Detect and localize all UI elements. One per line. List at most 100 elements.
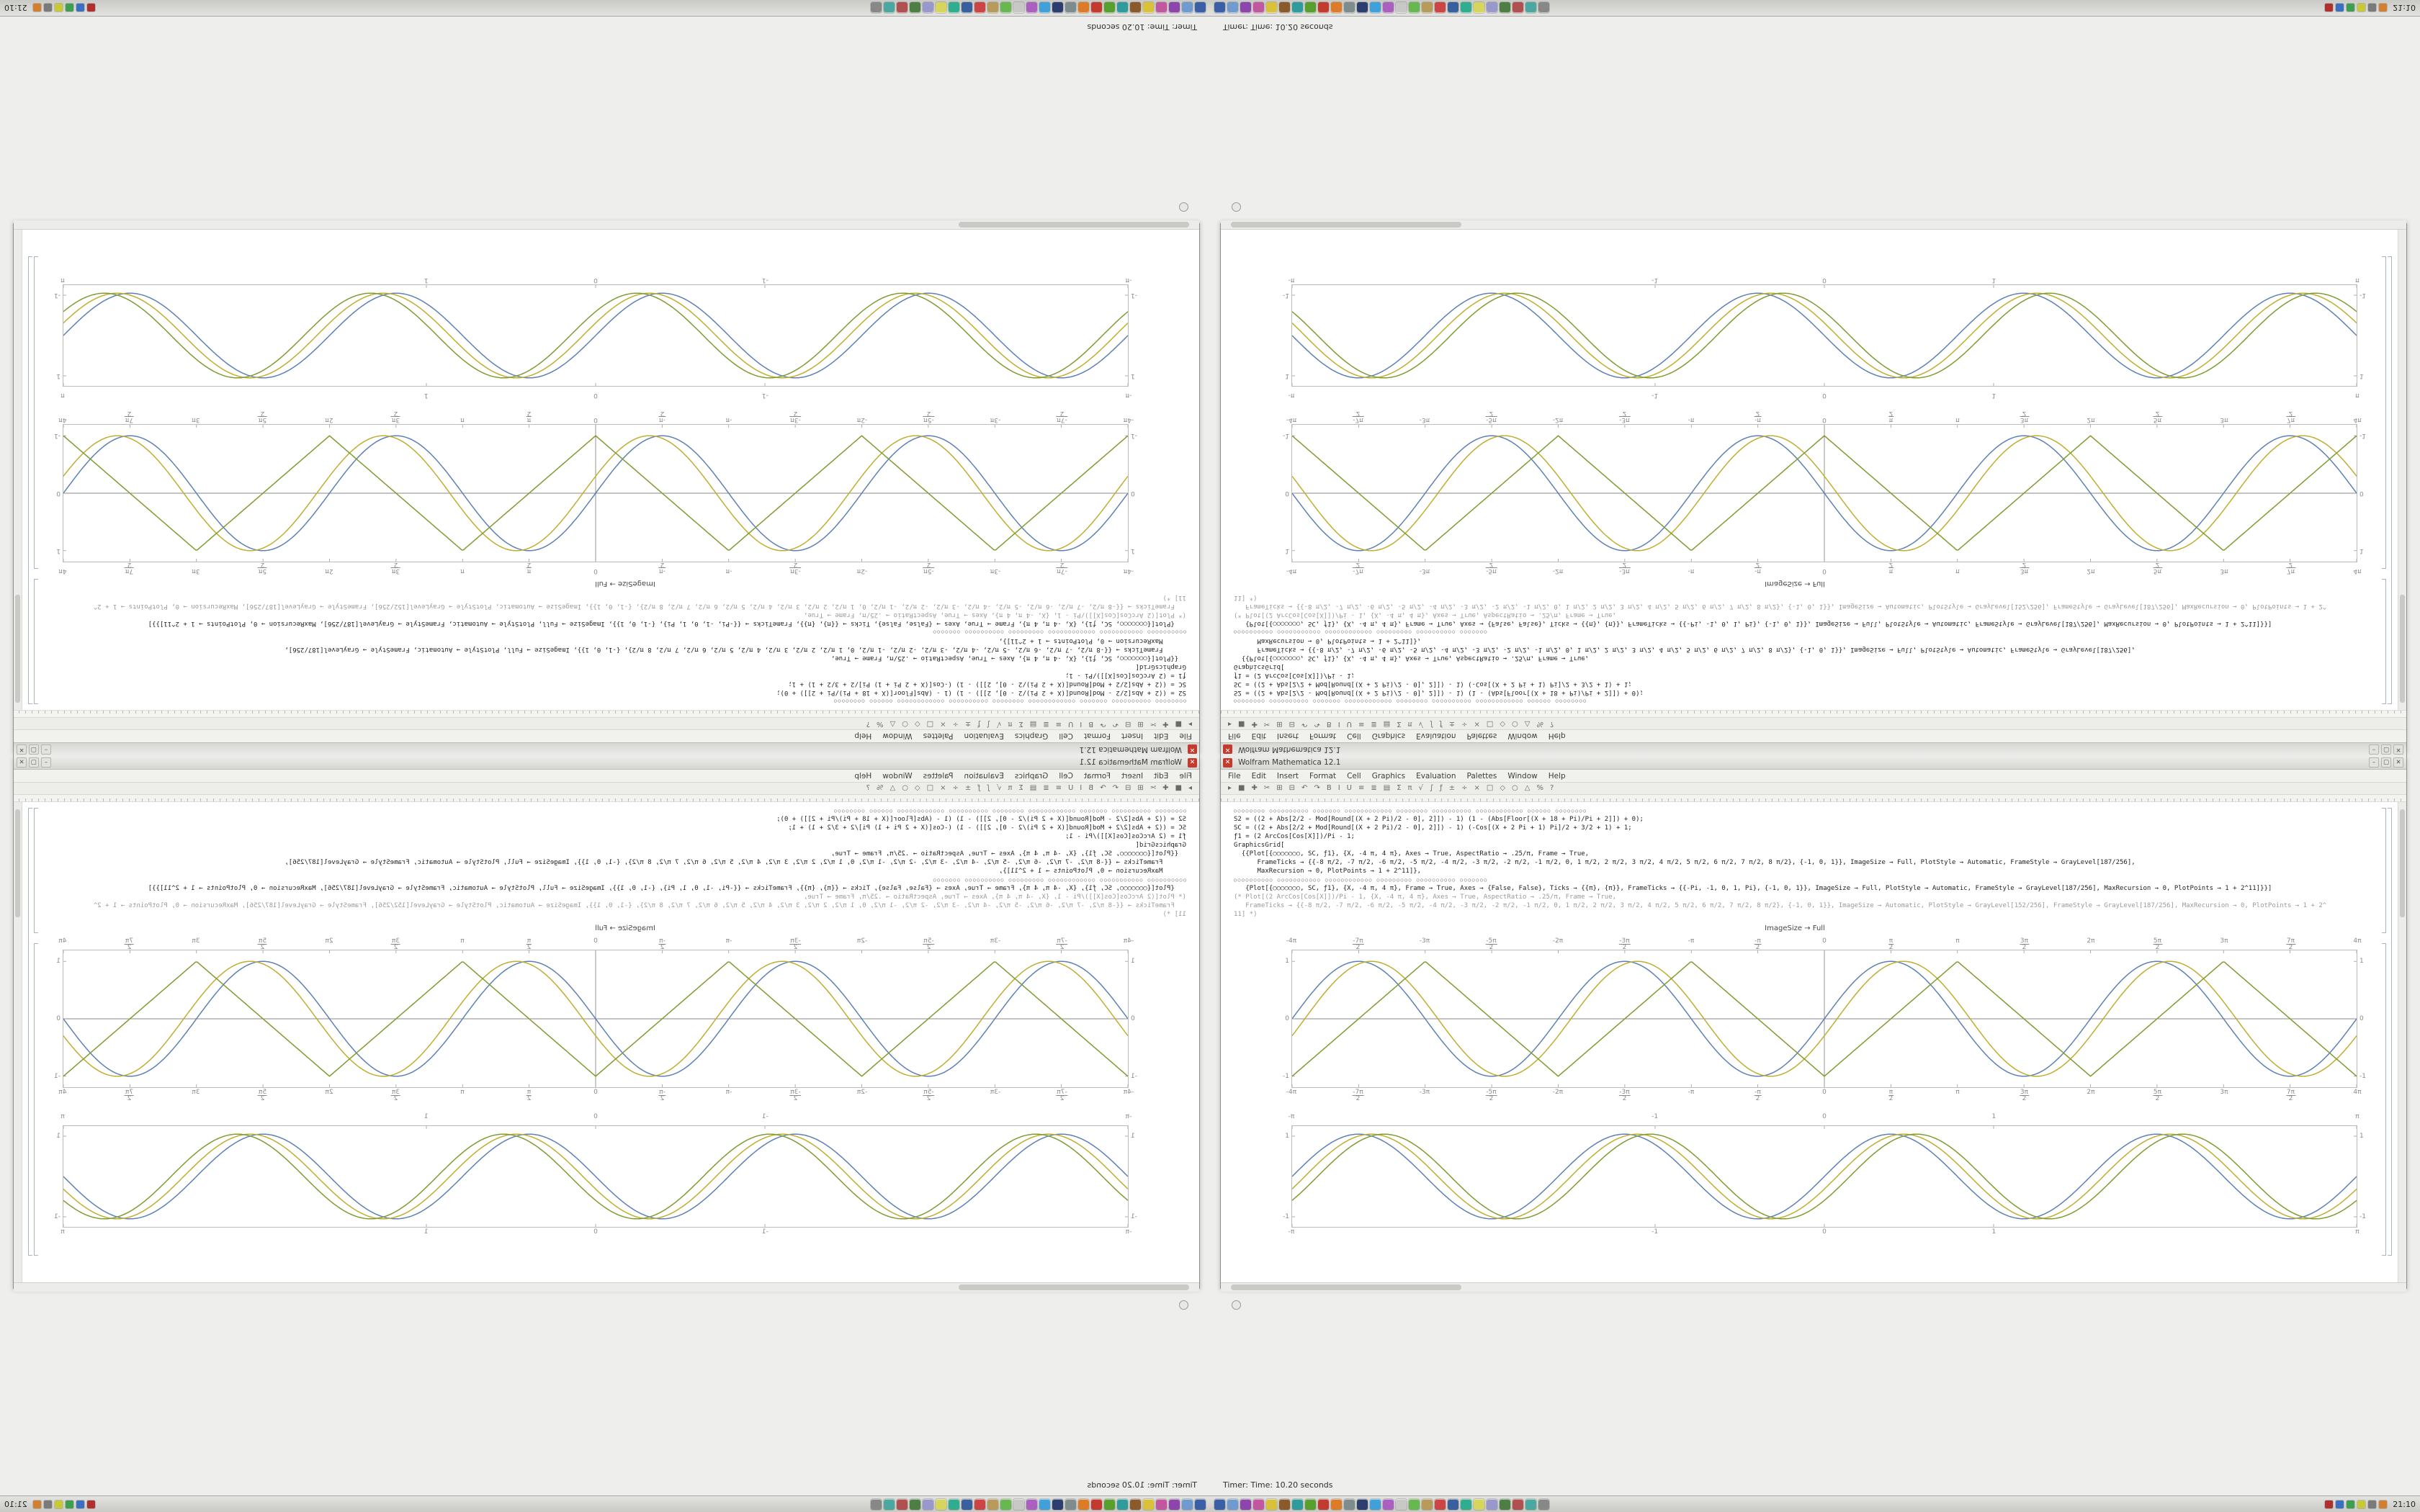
vertical-scrollbar[interactable] [14, 230, 22, 710]
toolbar-icon-16[interactable]: π [1407, 720, 1412, 728]
toolbar-icon-27[interactable]: % [1536, 720, 1543, 728]
taskbar-app-19-icon[interactable] [1448, 1498, 1458, 1510]
toolbar-icon-17[interactable]: √ [1418, 784, 1423, 792]
toolbar-icon-15[interactable]: Σ [1397, 720, 1402, 728]
window-close-icon[interactable]: ✕ [1223, 757, 1232, 768]
taskbar-app-07-icon[interactable] [1292, 2, 1303, 14]
toolbar-icon-10[interactable]: I [1080, 784, 1083, 792]
plot-frame[interactable]: 1 -1 1 -1 [54, 284, 1137, 387]
toolbar-icon-26[interactable]: △ [1524, 720, 1531, 728]
menu-evaluation[interactable]: Evaluation [964, 771, 1004, 780]
taskbar-app-21-icon[interactable] [936, 2, 946, 14]
toolbar-icon-6[interactable]: ⊟ [1124, 784, 1131, 792]
taskbar-app-11-icon[interactable] [1065, 2, 1076, 14]
taskbar-app-15-icon[interactable] [1396, 1498, 1407, 1510]
menu-help[interactable]: Help [1548, 771, 1566, 780]
taskbar-app-18-icon[interactable] [974, 2, 985, 14]
taskbar-app-17-icon[interactable] [1422, 2, 1433, 14]
toolbar-icon-23[interactable]: □ [1486, 720, 1494, 728]
window-close-icon[interactable]: ✕ [1188, 744, 1197, 755]
taskbar-app-15-icon[interactable] [1013, 2, 1024, 14]
toolbar-icon-15[interactable]: Σ [1018, 784, 1023, 792]
taskbar-app-04-icon[interactable] [1253, 2, 1264, 14]
magnification-button[interactable] [1232, 1300, 1241, 1310]
menu-graphics[interactable]: Graphics [1014, 732, 1049, 741]
taskbar-app-01-icon[interactable] [1195, 2, 1206, 14]
cell-bracket-input[interactable] [34, 808, 38, 933]
vertical-scrollbar-thumb[interactable] [15, 595, 20, 703]
toolbar-icon-18[interactable]: ∫ [1429, 784, 1434, 792]
plot-frame[interactable]: 1 0 -1 1 0 -1 [1283, 950, 2366, 1088]
taskbar-app-06-icon[interactable] [1130, 1498, 1141, 1510]
toolbar-icon-4[interactable]: ✂ [1150, 784, 1157, 792]
toolbar-icon-18[interactable]: ∫ [986, 784, 991, 792]
toolbar-icon-11[interactable]: U [1068, 784, 1074, 792]
toolbar-icon-3[interactable]: ✚ [1162, 784, 1169, 792]
taskbar-app-03-icon[interactable] [1240, 2, 1251, 14]
toolbar-icon-6[interactable]: ⊟ [1289, 784, 1296, 792]
toolbar-icon-16[interactable]: π [1407, 784, 1412, 792]
menu-edit[interactable]: Edit [1154, 771, 1169, 780]
magnification-button[interactable] [1179, 202, 1188, 212]
tray-6-icon[interactable] [32, 4, 41, 12]
tray-2-icon[interactable] [76, 1500, 84, 1508]
toolbar-icon-28[interactable]: ? [866, 784, 871, 792]
tray-5-icon[interactable] [2368, 1500, 2377, 1508]
taskbar-app-11-icon[interactable] [1065, 1498, 1076, 1510]
vertical-scrollbar[interactable] [2398, 802, 2406, 1282]
toolbar-icon-8[interactable]: ↷ [1100, 784, 1106, 792]
taskbar-app-13-icon[interactable] [1039, 2, 1050, 14]
menu-insert[interactable]: Insert [1276, 771, 1299, 780]
toolbar-icon-22[interactable]: × [940, 784, 946, 792]
taskbar-app-11-icon[interactable] [1344, 1498, 1355, 1510]
menu-insert[interactable]: Insert [1121, 732, 1144, 741]
window-close-button[interactable]: ✕ [17, 744, 27, 755]
toolbar-icon-24[interactable]: ◇ [914, 720, 920, 728]
toolbar-icon-6[interactable]: ⊟ [1289, 720, 1296, 728]
window-titlebar[interactable]: ✕ Wolfram Mathematica 12.1 – ▢ ✕ [1221, 756, 2406, 770]
tray-6-icon[interactable] [32, 1500, 41, 1508]
window-maximize-button[interactable]: ▢ [2381, 744, 2391, 755]
taskbar-app-03-icon[interactable] [1169, 1498, 1180, 1510]
taskbar-app-14-icon[interactable] [1383, 1498, 1394, 1510]
toolbar-icon-20[interactable]: ± [1448, 784, 1456, 792]
window-close-button[interactable]: ✕ [2393, 757, 2403, 768]
toolbar-icon-2[interactable]: ■ [1238, 784, 1245, 792]
toolbar-icon-25[interactable]: ○ [1512, 784, 1518, 792]
menu-file[interactable]: File [1179, 771, 1192, 780]
vertical-scrollbar-thumb[interactable] [2400, 809, 2405, 917]
toolbar-icon-9[interactable]: B [1326, 784, 1332, 792]
taskbar-app-02-icon[interactable] [1227, 2, 1238, 14]
code-cell[interactable]: ○○○○○○○○ ○○○○○○○○○○ ○○○○○○○ ○○○○○○○○○○○○… [91, 806, 1186, 919]
window-titlebar[interactable]: ✕ Wolfram Mathematica 12.1 – ▢ ✕ [14, 756, 1199, 770]
toolbar-icon-25[interactable]: ○ [1512, 720, 1518, 728]
tray-4-icon[interactable] [54, 4, 63, 12]
toolbar-icon-16[interactable]: π [1008, 784, 1013, 792]
taskbar-app-13-icon[interactable] [1039, 1498, 1050, 1510]
toolbar-icon-22[interactable]: × [1474, 720, 1480, 728]
toolbar-icon-8[interactable]: ↷ [1314, 784, 1320, 792]
toolbar-icon-8[interactable]: ↷ [1314, 720, 1320, 728]
toolbar-icon-8[interactable]: ↷ [1100, 720, 1106, 728]
window-close-button[interactable]: ✕ [17, 757, 27, 768]
taskbar-app-22-icon[interactable] [1487, 2, 1497, 14]
taskbar-app-07-icon[interactable] [1117, 2, 1128, 14]
taskbar-app-13-icon[interactable] [1370, 2, 1381, 14]
taskbar-app-20-icon[interactable] [949, 2, 959, 14]
magnification-button[interactable] [1232, 202, 1241, 212]
toolbar-icon-5[interactable]: ⊞ [1276, 784, 1283, 792]
taskbar-app-10-icon[interactable] [1078, 2, 1089, 14]
tray-5-icon[interactable] [43, 1500, 52, 1508]
tray-4-icon[interactable] [2357, 1500, 2366, 1508]
toolbar-icon-19[interactable]: ƒ [977, 784, 980, 792]
toolbar-icon-5[interactable]: ⊞ [1276, 720, 1283, 728]
taskbar-app-26-icon[interactable] [1538, 1498, 1549, 1510]
taskbar-app-23-icon[interactable] [910, 2, 920, 14]
toolbar-icon-19[interactable]: ƒ [1440, 784, 1443, 792]
taskbar-app-20-icon[interactable] [1461, 2, 1471, 14]
taskbar-app-14-icon[interactable] [1383, 2, 1394, 14]
taskbar-app-06-icon[interactable] [1279, 2, 1290, 14]
taskbar-app-24-icon[interactable] [1512, 2, 1523, 14]
toolbar-icon-21[interactable]: ÷ [1461, 720, 1468, 728]
toolbar-icon-11[interactable]: U [1068, 720, 1074, 728]
